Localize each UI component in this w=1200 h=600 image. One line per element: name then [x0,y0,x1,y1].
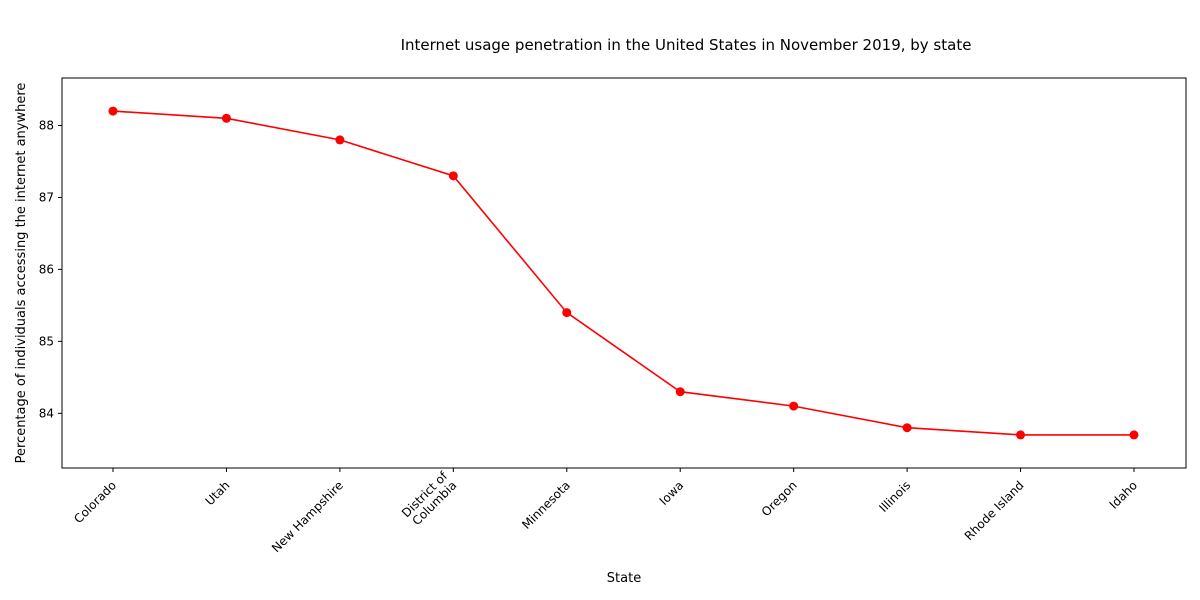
data-point [902,423,912,433]
x-tick-label-line: Colorado [71,478,119,526]
y-tick-label: 84 [39,406,54,420]
data-point [1129,430,1139,440]
data-point [562,308,572,318]
x-tick-label-group: Colorado [71,478,119,526]
y-tick-label: 87 [39,190,54,204]
x-tick-label: Colorado [71,478,119,526]
data-point [221,113,231,123]
x-tick-label: Oregon [759,478,800,519]
plot-area [61,77,1187,469]
x-tick-label-group: District ofColumbia [399,468,460,529]
y-axis-title: Percentage of individuals accessing the … [14,83,29,464]
x-tick-label-line: Utah [203,478,233,508]
x-tick-label: Iowa [657,478,687,508]
data-point [1016,430,1026,440]
x-tick-label-line: Idaho [1107,478,1141,512]
y-tick-label: 86 [39,262,54,276]
data-point [789,401,799,411]
chart-title: Internet usage penetration in the United… [401,36,972,54]
x-tick-label: Rhode Island [962,478,1027,543]
data-point [675,387,685,397]
x-tick-label-group: New Hampshire [269,478,346,555]
x-tick-label: New Hampshire [269,478,346,555]
x-tick-label: Minnesota [519,478,573,532]
x-tick-label-line: Oregon [759,478,800,519]
x-tick-label-group: Illinois [876,478,913,515]
x-tick-label-group: Idaho [1107,478,1141,512]
series-layer [108,106,1139,440]
x-tick-label-line: Iowa [657,478,687,508]
series-line [112,110,1134,436]
x-tick-label-group: Oregon [759,478,800,519]
x-tick-label-line: Minnesota [519,478,573,532]
y-tick-label: 88 [39,118,54,132]
x-tick-label-group: Rhode Island [962,478,1027,543]
data-point [335,135,345,145]
x-tick-label-group: Minnesota [519,478,573,532]
x-tick-label-line: New Hampshire [269,478,346,555]
x-tick-label-group: Iowa [657,478,687,508]
y-axis: 84 85 86 87 88 [39,118,62,420]
x-axis-title: State [607,571,641,586]
x-tick-label: Idaho [1107,478,1141,512]
x-axis: Colorado Utah New Hampshire District ofColu… [71,468,1140,555]
y-tick-label: 85 [39,334,54,348]
x-tick-label: Illinois [876,478,913,515]
x-tick-label: District ofColumbia [399,468,460,529]
data-point [448,171,458,181]
x-tick-label-group: Utah [203,478,233,508]
x-tick-label: Utah [203,478,233,508]
x-tick-label-line: Rhode Island [962,478,1027,543]
data-point [108,106,118,116]
x-tick-label-line: Illinois [876,478,913,515]
